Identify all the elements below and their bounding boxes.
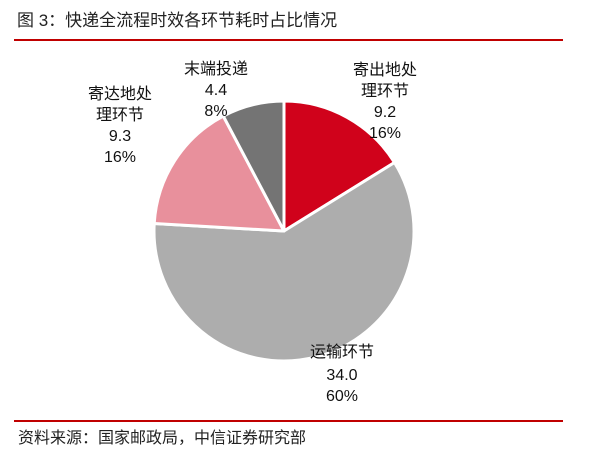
label-percent: 16% <box>103 149 137 166</box>
figure-title: 图 3：快递全流程时效各环节耗时占比情况 <box>17 11 338 30</box>
label-transport: 运输环节 34.0 60% <box>310 342 374 407</box>
slice-last-mile <box>221 99 286 233</box>
slice-destination-processing <box>152 114 286 233</box>
label-text: 末端投递 <box>183 61 249 78</box>
label-value: 34.0 <box>326 367 358 384</box>
label-text: 寄出地处 <box>352 62 418 79</box>
label-percent: 60% <box>325 388 359 405</box>
label-text: 寄达地处 <box>87 86 153 103</box>
label-value: 4.4 <box>204 82 228 99</box>
slice-transport <box>152 161 416 363</box>
label-destination-processing: 寄达地处 理环节 9.3 16% <box>88 84 152 168</box>
source-divider <box>14 420 563 422</box>
slice-origin-processing <box>282 99 396 233</box>
label-text: 理环节 <box>360 83 410 100</box>
title-divider <box>14 39 563 41</box>
label-percent: 8% <box>204 103 228 120</box>
label-text: 运输环节 <box>309 344 375 361</box>
label-origin-processing: 寄出地处 理环节 9.2 16% <box>353 60 417 144</box>
label-value: 9.3 <box>108 128 132 145</box>
label-value: 9.2 <box>373 104 397 121</box>
label-percent: 16% <box>368 125 402 142</box>
label-last-mile: 末端投递 4.4 8% <box>184 59 248 122</box>
figure-source: 资料来源：国家邮政局，中信证券研究部 <box>18 430 307 447</box>
label-text: 理环节 <box>95 107 145 124</box>
